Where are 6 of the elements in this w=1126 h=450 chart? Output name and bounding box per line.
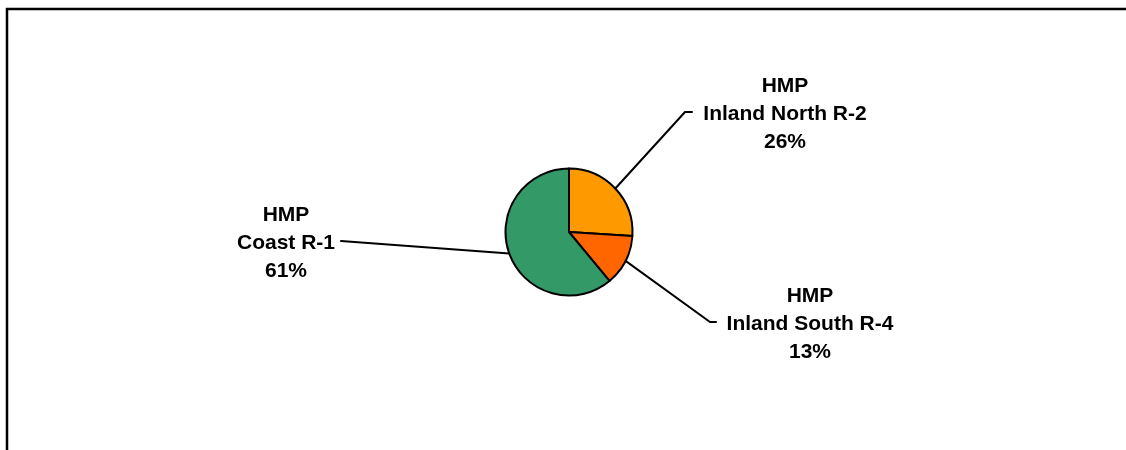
slice-label: HMP Inland South R-4: [726, 283, 894, 334]
data-label: 26%: [763, 129, 807, 152]
slice-label: HMP Inland North R-2: [703, 73, 867, 124]
slice-label: HMP Coast R-1: [236, 202, 336, 253]
data-label: 61%: [264, 258, 308, 281]
data-label: 13%: [788, 339, 832, 362]
